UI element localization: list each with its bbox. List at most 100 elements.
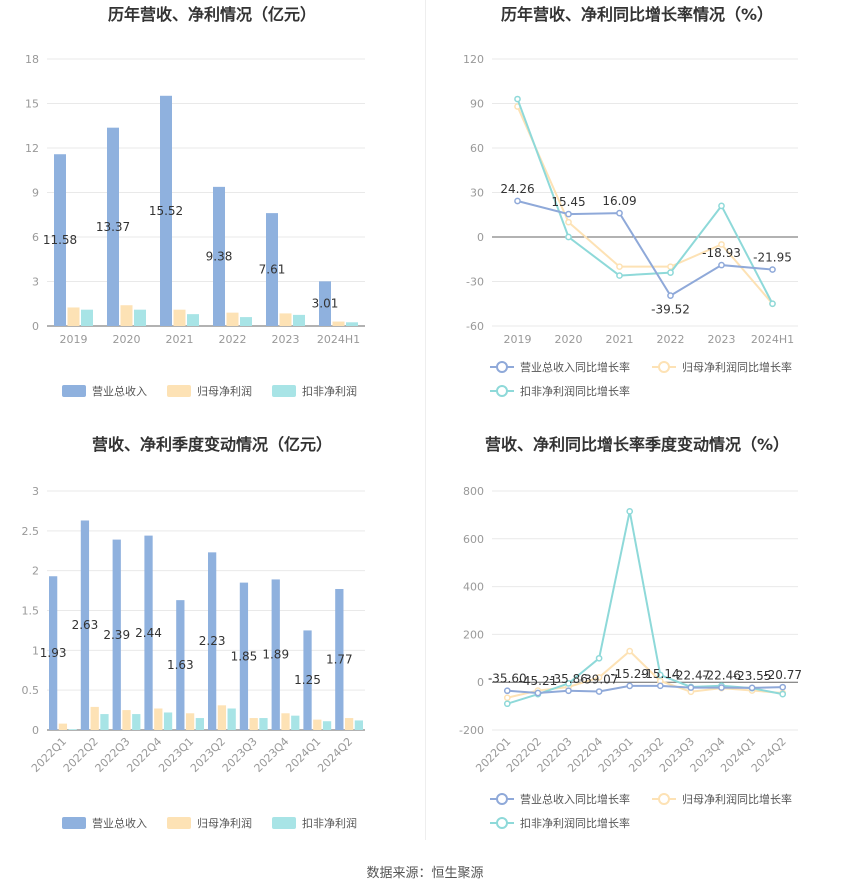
legend-label: 营业总收入 xyxy=(92,816,147,830)
legend-marker xyxy=(496,385,508,397)
bar-net-profit xyxy=(122,710,131,730)
bar-net-profit xyxy=(313,719,322,730)
series-point xyxy=(748,684,756,692)
bar-net-profit xyxy=(67,307,80,326)
bar-revenue xyxy=(160,95,172,326)
bar-revenue xyxy=(266,213,278,326)
legend-label: 归母净利润同比增长率 xyxy=(682,360,792,374)
bar-net-profit xyxy=(217,705,227,730)
data-label: 1.93 xyxy=(40,646,67,660)
bar-net-profit xyxy=(226,312,239,326)
y-tick-label: 12 xyxy=(25,142,39,155)
bar-revenue xyxy=(303,630,312,730)
data-label: -39.07 xyxy=(580,673,619,687)
y-tick-label: -30 xyxy=(466,276,484,289)
data-label: 1.85 xyxy=(231,649,258,663)
y-tick-label: 30 xyxy=(470,187,484,200)
y-tick-label: 1 xyxy=(32,644,39,657)
legend-label: 营业总收入同比增长率 xyxy=(520,360,630,374)
bar-net-profit xyxy=(173,309,186,326)
bar-deducted-profit xyxy=(293,314,305,326)
chart-annual-revenue-profit: 历年营收、净利情况（亿元） 0 3 6 9 12 15 18 2019 2020 2021 2022 2… xyxy=(0,0,425,430)
y-tick-label: 200 xyxy=(463,628,484,641)
bar-deducted-profit xyxy=(259,718,268,730)
bar-deducted-profit xyxy=(81,309,93,326)
bar-revenue xyxy=(176,600,185,730)
x-tick-label: 2020 xyxy=(555,333,583,346)
series-line-deducted-profit-growth xyxy=(516,98,774,305)
series-point xyxy=(565,680,572,687)
y-tick-label: 90 xyxy=(470,98,484,111)
series-point xyxy=(565,218,572,226)
legend-marker xyxy=(496,817,508,829)
x-tick-label: 2021 xyxy=(606,333,634,346)
legend-label: 归母净利润 xyxy=(197,384,252,398)
series-point xyxy=(616,272,623,279)
data-label: -21.95 xyxy=(753,251,792,265)
bar-revenue xyxy=(239,582,249,730)
series-point xyxy=(779,683,787,691)
series-point xyxy=(667,292,674,299)
legend-label: 营业总收入同比增长率 xyxy=(520,792,630,806)
legend-label: 扣非净利润 xyxy=(302,816,357,830)
y-tick-label: 120 xyxy=(463,53,484,66)
data-label: 24.26 xyxy=(500,182,534,196)
bar-deducted-profit xyxy=(163,712,173,730)
panel-divider xyxy=(425,0,426,840)
series-point xyxy=(626,682,634,690)
series-line-revenue-growth xyxy=(517,200,773,297)
series-point xyxy=(534,689,542,697)
series-point xyxy=(718,202,725,210)
bar-net-profit xyxy=(90,706,99,730)
y-tick-label: 0 xyxy=(477,231,484,244)
y-tick-label: 2 xyxy=(32,565,39,578)
bar-revenue xyxy=(335,588,344,730)
data-label: 15.52 xyxy=(149,204,183,218)
y-tick-label: 0 xyxy=(32,724,39,737)
series-point xyxy=(503,700,511,708)
y-tick-label: -60 xyxy=(466,320,484,333)
series-point xyxy=(656,682,664,690)
y-tick-label: 600 xyxy=(463,533,484,546)
series-point xyxy=(656,671,664,679)
series-point xyxy=(565,210,572,218)
series-point xyxy=(718,684,725,691)
bar-deducted-profit xyxy=(68,729,77,730)
bar-net-profit xyxy=(249,718,258,730)
series-point xyxy=(595,654,603,662)
x-tick-label: 2024Q2 xyxy=(315,735,355,775)
bar-revenue xyxy=(80,520,90,730)
legend-marker xyxy=(658,793,670,805)
series-point xyxy=(667,269,674,276)
series-point xyxy=(779,690,787,698)
legend-swatch xyxy=(167,817,191,829)
bar-deducted-profit xyxy=(187,314,199,326)
bar-net-profit xyxy=(344,718,354,730)
chart-annual-growth-rate: 历年营收、净利同比增长率情况（%） -60 -30 0 30 60 90 120 2019 202… xyxy=(425,0,850,430)
data-label: -22.47 xyxy=(672,669,711,683)
y-tick-label: 400 xyxy=(463,581,484,594)
y-tick-label: 0 xyxy=(32,320,39,333)
legend-swatch xyxy=(272,385,296,397)
chart-quarterly-growth-rate: 营收、净利同比增长率季度变动情况（%） -200 0 200 400 600 800 2022… xyxy=(425,430,850,860)
chart-quarterly-revenue-profit-svg: 营收、净利季度变动情况（亿元）00.511.522.532022Q12022Q2… xyxy=(22,435,365,830)
bar-deducted-profit xyxy=(132,714,141,730)
data-label: -15.14 xyxy=(641,667,680,681)
bar-net-profit xyxy=(279,313,292,326)
series-point xyxy=(718,241,725,248)
data-label: 15.45 xyxy=(551,195,585,209)
data-label: -35.86 xyxy=(549,672,588,686)
series-point xyxy=(718,261,725,269)
data-label: -20.77 xyxy=(763,668,802,682)
bar-deducted-profit xyxy=(291,715,300,730)
x-tick-label: 2022 xyxy=(219,333,247,346)
data-label: 2.63 xyxy=(72,618,99,632)
data-label: 1.25 xyxy=(294,673,321,687)
y-tick-label: 3 xyxy=(32,276,39,289)
x-tick-label: 2024H1 xyxy=(751,333,794,346)
series-point xyxy=(687,684,695,691)
x-tick-label: 2020 xyxy=(113,333,141,346)
legend-swatch xyxy=(272,817,296,829)
bar-net-profit xyxy=(58,723,68,730)
series-point xyxy=(595,688,603,695)
